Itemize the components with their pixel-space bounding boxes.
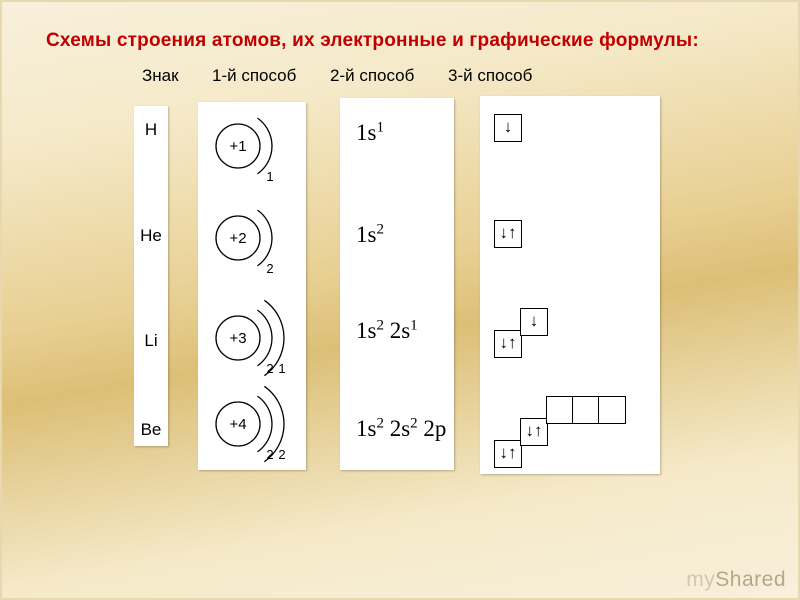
orbital-box <box>572 396 600 424</box>
header-sign: Знак <box>142 66 212 86</box>
column-headers: Знак 1-й способ 2-й способ 3-й способ <box>142 66 532 86</box>
svg-text:+4: +4 <box>229 416 246 433</box>
svg-text:1: 1 <box>266 169 273 184</box>
orbital-column: ↓ ↓↑ ↓↑↓ ↓↑↓↑ <box>480 96 660 474</box>
symbols-column: H He Li Be <box>134 106 168 446</box>
orbital-box: ↓↑ <box>494 440 522 468</box>
config-H: 1s1 <box>356 120 384 146</box>
orbital-box: ↓ <box>520 308 548 336</box>
svg-text:1: 1 <box>278 361 285 376</box>
svg-text:2: 2 <box>278 447 285 462</box>
header-method2: 2-й способ <box>330 66 448 86</box>
svg-text:2: 2 <box>266 261 273 276</box>
structure-column: +11+22+321+422 <box>198 102 306 470</box>
svg-text:+2: +2 <box>229 230 246 247</box>
slide: Схемы строения атомов, их электронные и … <box>0 0 800 600</box>
header-method1: 1-й способ <box>212 66 330 86</box>
symbol-H: H <box>134 120 168 140</box>
svg-text:+3: +3 <box>229 330 246 347</box>
watermark: myShared <box>686 568 786 592</box>
orbital-box: ↓ <box>494 114 522 142</box>
orbital-box <box>598 396 626 424</box>
svg-text:+1: +1 <box>229 138 246 155</box>
orbital-box: ↓↑ <box>520 418 548 446</box>
orbital-box: ↓↑ <box>494 330 522 358</box>
structure-svg: +11+22+321+422 <box>198 102 306 470</box>
header-method3: 3-й способ <box>448 66 532 86</box>
config-He: 1s2 <box>356 222 384 248</box>
orbital-box: ↓↑ <box>494 220 522 248</box>
config-Be: 1s2 2s2 2p <box>356 416 446 442</box>
watermark-pre: my <box>686 568 715 591</box>
config-Li: 1s2 2s1 <box>356 318 418 344</box>
symbol-Be: Be <box>134 420 168 440</box>
slide-title: Схемы строения атомов, их электронные и … <box>46 30 699 52</box>
orbital-box <box>546 396 574 424</box>
symbol-Li: Li <box>134 331 168 351</box>
config-column: 1s1 1s2 1s2 2s1 1s2 2s2 2p <box>340 98 454 470</box>
watermark-bold: Shared <box>715 568 786 591</box>
symbol-He: He <box>134 226 168 246</box>
